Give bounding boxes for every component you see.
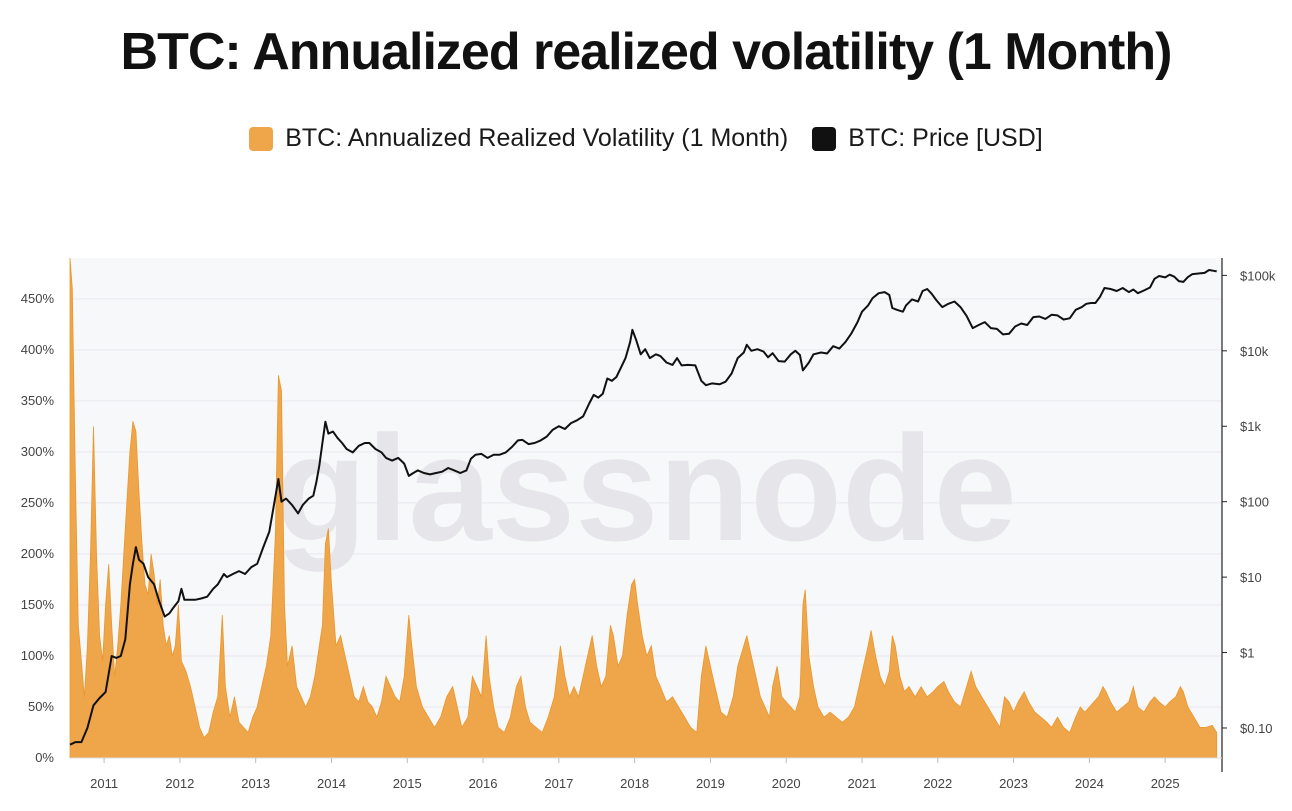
x-tick-label: 2025 bbox=[1151, 776, 1180, 791]
y-right-tick-label: $100k bbox=[1240, 268, 1276, 283]
legend-swatch-volatility bbox=[249, 126, 274, 151]
y-left-tick-label: 400% bbox=[21, 342, 55, 357]
legend-swatch-price bbox=[812, 126, 837, 151]
x-tick-label: 2020 bbox=[772, 776, 801, 791]
y-left-tick-label: 250% bbox=[21, 495, 55, 510]
x-tick-label: 2011 bbox=[90, 776, 118, 791]
x-tick-label: 2023 bbox=[999, 776, 1028, 791]
y-left-tick-label: 100% bbox=[21, 648, 55, 663]
y-right-tick-label: $1 bbox=[1240, 646, 1254, 661]
y-right-tick-label: $0.10 bbox=[1240, 721, 1273, 736]
legend-item-price[interactable]: BTC: Price [USD] bbox=[812, 124, 1043, 153]
y-right-tick-label: $10 bbox=[1240, 570, 1262, 585]
watermark: glassnode bbox=[275, 404, 1017, 572]
volatility-area-layer bbox=[69, 257, 1218, 759]
y-left-tick-label: 50% bbox=[28, 699, 54, 714]
y-right-tick-label: $100 bbox=[1240, 495, 1269, 510]
y-right-tick-label: $10k bbox=[1240, 344, 1269, 359]
x-axis: 2011 2012 2013 2014 2015 2016 2017 2018 2019 2020… bbox=[90, 758, 1180, 791]
x-tick-label: 2019 bbox=[696, 776, 725, 791]
x-tick-label: 2017 bbox=[544, 776, 573, 791]
x-tick-label: 2022 bbox=[923, 776, 952, 791]
x-tick-label: 2012 bbox=[165, 776, 194, 791]
x-tick-label: 2015 bbox=[393, 776, 422, 791]
y-right-axis: $0.10 $1 $10 $100 $1k $10k $100k bbox=[1222, 268, 1276, 736]
x-tick-label: 2018 bbox=[620, 776, 649, 791]
price-line bbox=[69, 269, 1217, 746]
x-tick-label: 2021 bbox=[848, 776, 877, 791]
legend-label-volatility: BTC: Annualized Realized Volatility (1 M… bbox=[285, 124, 789, 152]
y-left-tick-label: 300% bbox=[21, 444, 55, 459]
chart-title: BTC: Annualized realized volatility (1 M… bbox=[120, 23, 1173, 81]
y-left-tick-label: 0% bbox=[35, 750, 54, 765]
x-tick-label: 2013 bbox=[241, 776, 270, 791]
y-left-tick-label: 200% bbox=[21, 546, 55, 561]
y-left-tick-label: 350% bbox=[21, 393, 55, 408]
y-left-tick-label: 150% bbox=[21, 597, 55, 612]
price-line-layer bbox=[69, 269, 1217, 746]
x-tick-label: 2014 bbox=[317, 776, 346, 791]
y-left-tick-label: 450% bbox=[21, 291, 55, 306]
legend-label-price: BTC: Price [USD] bbox=[848, 124, 1043, 152]
legend-item-volatility[interactable]: BTC: Annualized Realized Volatility (1 M… bbox=[249, 124, 788, 153]
volatility-area bbox=[69, 257, 1218, 759]
y-right-tick-label: $1k bbox=[1240, 419, 1261, 434]
y-left-axis: 0% 50% 100% 150% 200% 250% 300% 350% 400% 450% bbox=[21, 291, 55, 765]
legend: BTC: Annualized Realized Volatility (1 M… bbox=[0, 124, 1292, 153]
x-tick-label: 2024 bbox=[1075, 776, 1104, 791]
x-tick-label: 2016 bbox=[469, 776, 498, 791]
